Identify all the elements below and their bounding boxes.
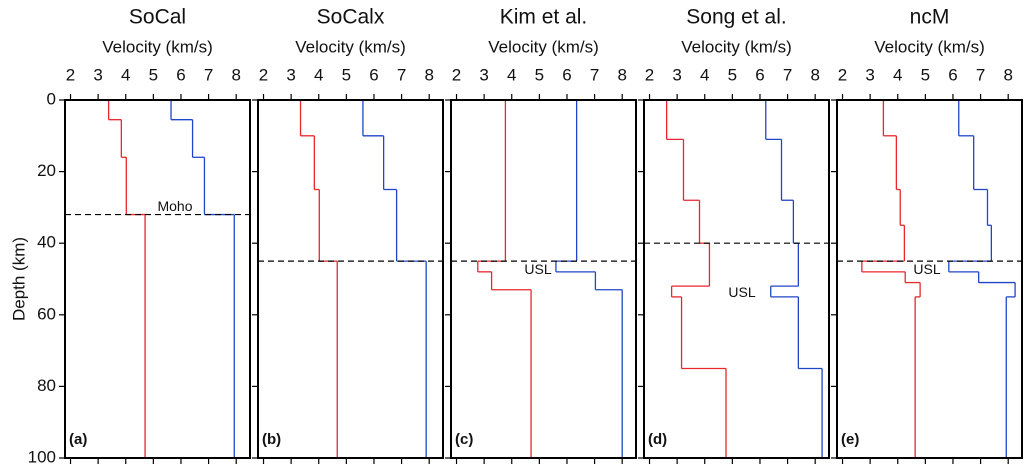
- x-tick-label: 8: [1003, 65, 1012, 84]
- x-tick-label: 3: [479, 65, 488, 84]
- x-tick-label: 4: [121, 65, 130, 84]
- x-axis-label: Velocity (km/s): [102, 37, 213, 56]
- x-tick-label: 8: [617, 65, 626, 84]
- x-tick-label: 5: [728, 65, 737, 84]
- y-tick-label: 20: [37, 161, 56, 180]
- panel-title: Song et al.: [686, 6, 786, 29]
- x-axis-label: Velocity (km/s): [488, 37, 599, 56]
- x-tick-label: 8: [810, 65, 819, 84]
- x-tick-label: 4: [700, 65, 709, 84]
- x-tick-label: 6: [176, 65, 185, 84]
- x-tick-label: 5: [342, 65, 351, 84]
- panel-frame: [643, 99, 830, 459]
- x-tick-label: 6: [755, 65, 764, 84]
- x-tick-label: 6: [369, 65, 378, 84]
- x-tick-label: 7: [590, 65, 599, 84]
- x-tick-label: 3: [286, 65, 295, 84]
- y-tick-label: 0: [47, 89, 56, 108]
- x-axis-label: Velocity (km/s): [681, 37, 792, 56]
- panel-label: (c): [455, 431, 473, 448]
- x-tick-label: 4: [314, 65, 323, 84]
- y-axis-label: Depth (km): [9, 237, 28, 321]
- x-tick-label: 8: [231, 65, 240, 84]
- x-tick-label: 7: [783, 65, 792, 84]
- y-tick-label: 100: [28, 447, 56, 466]
- x-tick-label: 3: [672, 65, 681, 84]
- x-tick-label: 5: [921, 65, 930, 84]
- panel-label: (d): [648, 431, 667, 448]
- annotation: USL: [524, 261, 551, 277]
- x-axis-label: Velocity (km/s): [295, 37, 406, 56]
- x-tick-label: 6: [948, 65, 957, 84]
- x-tick-label: 2: [645, 65, 654, 84]
- panel-frame: [450, 99, 637, 459]
- x-tick-label: 6: [562, 65, 571, 84]
- panel-title: Kim et al.: [500, 6, 588, 29]
- annotation: Moho: [157, 198, 192, 214]
- x-tick-label: 2: [838, 65, 847, 84]
- x-tick-label: 2: [66, 65, 75, 84]
- y-tick-label: 80: [37, 376, 56, 395]
- x-tick-label: 5: [149, 65, 158, 84]
- y-tick-label: 40: [37, 233, 56, 252]
- x-tick-label: 7: [204, 65, 213, 84]
- x-tick-label: 3: [865, 65, 874, 84]
- x-tick-label: 4: [893, 65, 902, 84]
- x-tick-label: 7: [397, 65, 406, 84]
- panel-frame: [64, 99, 251, 459]
- panel-label: (b): [262, 431, 281, 448]
- panel-frame: [257, 99, 444, 459]
- y-tick-label: 60: [37, 304, 56, 323]
- x-axis-label: Velocity (km/s): [874, 37, 985, 56]
- annotation: USL: [913, 261, 940, 277]
- x-tick-label: 8: [424, 65, 433, 84]
- x-tick-label: 7: [976, 65, 985, 84]
- panel-title: SoCal: [129, 6, 186, 29]
- x-tick-label: 2: [452, 65, 461, 84]
- x-tick-label: 4: [507, 65, 516, 84]
- x-tick-label: 3: [93, 65, 102, 84]
- panel-label: (a): [69, 431, 87, 448]
- panel-frame: [836, 99, 1023, 459]
- panel-label: (e): [841, 431, 859, 448]
- panel-title: ncM: [910, 6, 950, 29]
- panel-title: SoCalx: [317, 6, 385, 29]
- x-tick-label: 2: [259, 65, 268, 84]
- annotation: USL: [728, 284, 755, 300]
- x-tick-label: 5: [535, 65, 544, 84]
